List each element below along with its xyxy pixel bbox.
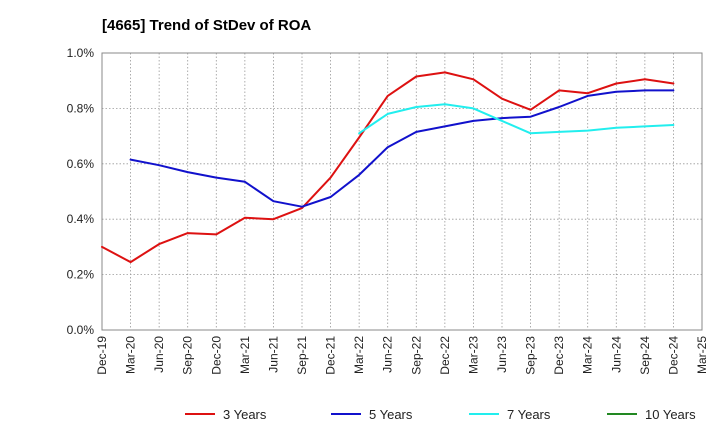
x-tick-label: Mar-25 (695, 336, 709, 374)
legend-label-5-years: 5 Years (369, 407, 413, 422)
x-tick-label: Sep-21 (295, 336, 309, 375)
x-tick-label: Dec-23 (552, 336, 566, 375)
legend-label-7-years: 7 Years (507, 407, 551, 422)
x-tick-label: Jun-22 (381, 336, 395, 373)
x-tick-label: Dec-22 (438, 336, 452, 375)
x-tick-label: Mar-21 (238, 336, 252, 374)
x-tick-label: Mar-20 (124, 336, 138, 374)
y-tick-label: 0.2% (67, 268, 95, 282)
x-tick-label: Dec-21 (324, 336, 338, 375)
x-axis: Dec-19 Mar-20 Jun-20 Sep-20 Dec-20 Mar-21 Jun-… (95, 336, 709, 375)
grid (102, 53, 702, 330)
x-tick-label: Sep-23 (524, 336, 538, 375)
series-lines (101, 71, 675, 264)
series-line-7-years (358, 103, 675, 135)
x-tick-label: Sep-22 (409, 336, 423, 375)
x-tick-label: Jun-24 (609, 336, 623, 373)
x-tick-label: Dec-24 (666, 336, 680, 375)
chart-title: [4665] Trend of StDev of ROA (102, 17, 311, 34)
x-tick-label: Mar-23 (466, 336, 480, 374)
y-tick-label: 0.6% (67, 157, 95, 171)
y-axis: 0.0% 0.2% 0.4% 0.6% 0.8% 1.0% (67, 46, 95, 337)
x-tick-label: Sep-20 (181, 336, 195, 375)
x-tick-label: Mar-22 (352, 336, 366, 374)
legend: 3 Years 5 Years 7 Years 10 Years (185, 407, 696, 422)
series-line-3-years (101, 71, 675, 264)
plot-area (101, 52, 703, 331)
legend-label-10-years: 10 Years (645, 407, 696, 422)
x-tick-label: Mar-24 (581, 336, 595, 374)
series-line-5-years (129, 89, 675, 208)
y-tick-label: 0.0% (67, 323, 95, 337)
x-tick-label: Jun-21 (266, 336, 280, 373)
x-tick-label: Dec-20 (209, 336, 223, 375)
y-tick-label: 1.0% (67, 46, 95, 60)
x-tick-label: Jun-20 (152, 336, 166, 373)
y-tick-label: 0.4% (67, 212, 95, 226)
legend-label-3-years: 3 Years (223, 407, 267, 422)
x-tick-label: Jun-23 (495, 336, 509, 373)
x-tick-label: Dec-19 (95, 336, 109, 375)
x-tick-label: Sep-24 (638, 336, 652, 375)
y-tick-label: 0.8% (67, 101, 95, 115)
